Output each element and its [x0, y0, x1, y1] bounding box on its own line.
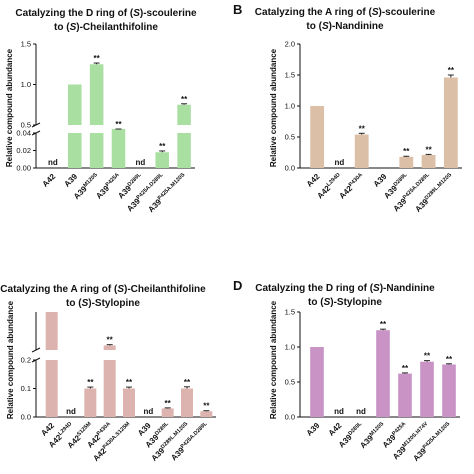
significance-label: ** [380, 320, 387, 329]
bar [376, 330, 390, 417]
bar [398, 373, 412, 417]
bar [111, 129, 126, 168]
y-tick-label: 1.0 [285, 343, 295, 352]
y-tick-label: 1.5 [21, 40, 31, 49]
significance-label: ** [402, 364, 409, 373]
chart-title-line-2: to (S)-Stylopine [308, 297, 382, 308]
chart-title-line-2: to (S)-Nandinine [306, 21, 384, 32]
chart-panel-2: B Catalyzing the A ring of (S)-scoulerine… [233, 2, 462, 214]
significance-label: ** [203, 402, 210, 411]
bar [89, 64, 104, 125]
y-tick-label: 0.00 [16, 164, 31, 173]
nd-label: nd [143, 407, 153, 416]
axis-break-mark [31, 347, 41, 353]
bar [442, 364, 456, 417]
chart-title-line-1: Catalyzing the D ring of (S)-scoulerine [15, 8, 197, 19]
x-tick-label: A39 [62, 172, 79, 189]
bar [155, 152, 169, 168]
significance-label: ** [184, 378, 191, 387]
significance-label: ** [403, 147, 410, 156]
chart-title-line-1: Catalyzing the D ring of (S)-Nandinine [255, 283, 435, 294]
y-tick-label: 2.0 [285, 40, 295, 49]
x-tick-label: A42 [305, 172, 322, 189]
y-tick-label: 0.5 [21, 121, 31, 130]
y-axis-label: Relative compound abundance [5, 48, 14, 167]
significance-label: ** [87, 378, 94, 387]
significance-label: ** [448, 66, 455, 75]
nd-label: nd [335, 158, 345, 167]
y-axis-label: Relative compound abundance [269, 300, 278, 419]
significance-label: ** [107, 336, 114, 345]
x-tick-label: A42 [41, 172, 58, 189]
bar-lower-segment [45, 360, 58, 417]
y-tick-label: 0.0 [285, 164, 295, 173]
significance-label: ** [181, 95, 188, 104]
y-tick-label: 0.0 [21, 413, 31, 422]
bar [68, 84, 82, 125]
y-tick-label: 1.5 [285, 71, 295, 80]
nd-label: nd [356, 407, 366, 416]
bar [84, 388, 97, 417]
x-tick-label: A39 [305, 421, 322, 438]
y-tick-label: 0.0 [285, 413, 295, 422]
bar [310, 106, 325, 168]
chart-title-line-1: Catalyzing the A ring of (S)-Cheilanthif… [0, 284, 206, 295]
y-tick-label: 0.5 [285, 133, 295, 142]
significance-label: ** [446, 355, 453, 364]
y-axis-label: Relative compound abundance [6, 300, 15, 419]
y-tick-label: 0.1 [21, 384, 31, 393]
bar [354, 134, 369, 168]
bar [103, 345, 116, 350]
nd-label: nd [66, 407, 76, 416]
bar [399, 156, 414, 168]
nd-label: nd [135, 158, 145, 167]
bar [177, 104, 191, 125]
x-tick-label: A39 [372, 172, 389, 189]
y-tick-label: 0.04 [16, 129, 31, 138]
chart-title-line-1: Catalyzing the A ring of (S)-scoulerine [255, 7, 436, 18]
panel-letter: D [233, 278, 242, 293]
bar [310, 347, 324, 417]
significance-label: ** [94, 54, 101, 63]
bar [123, 388, 135, 417]
bar [421, 154, 436, 168]
significance-label: ** [165, 399, 172, 408]
y-tick-label: 1.5 [285, 308, 295, 317]
y-tick-label: 1.0 [285, 102, 295, 111]
chart-title-line-2: to (S)-Stylopine [66, 298, 140, 309]
bar-lower-segment [103, 360, 116, 417]
y-axis-label: Relative compound abundance [269, 48, 278, 167]
bar [161, 408, 174, 417]
significance-label: ** [424, 352, 431, 361]
y-tick-label: 0.2 [21, 356, 31, 365]
nd-label: nd [48, 158, 58, 167]
chart-panel-1: Catalyzing the D ring of (S)-scoulerine t… [5, 8, 197, 214]
y-tick-label: 0.5 [285, 378, 295, 387]
bar-lower-segment [68, 133, 82, 168]
x-tick-label: A42 [327, 421, 344, 438]
significance-label: ** [159, 142, 166, 151]
x-tick-label: A42P430A [337, 172, 366, 201]
bar [181, 388, 193, 417]
bar [45, 312, 58, 350]
chart-panel-4: D Catalyzing the D ring of (S)-Nandinine t… [233, 278, 460, 463]
y-tick-label: 1.0 [21, 80, 31, 89]
bar [200, 411, 213, 417]
significance-label: ** [126, 378, 133, 387]
panel-letter: B [233, 2, 242, 17]
bar [420, 361, 434, 417]
x-tick-label: A39P425A.D289L [169, 421, 211, 463]
significance-label: ** [425, 145, 432, 154]
significance-label: ** [359, 124, 366, 133]
y-tick-label: 0.02 [16, 146, 31, 155]
bar [443, 77, 458, 168]
chart-title-line-2: to (S)-Cheilanthifoline [54, 22, 158, 33]
nd-label: nd [334, 407, 344, 416]
chart-panel-3: Catalyzing the A ring of (S)-Cheilanthif… [0, 284, 216, 463]
bar-lower-segment [89, 133, 104, 168]
bar-lower-segment [177, 133, 191, 168]
significance-label: ** [115, 120, 122, 129]
